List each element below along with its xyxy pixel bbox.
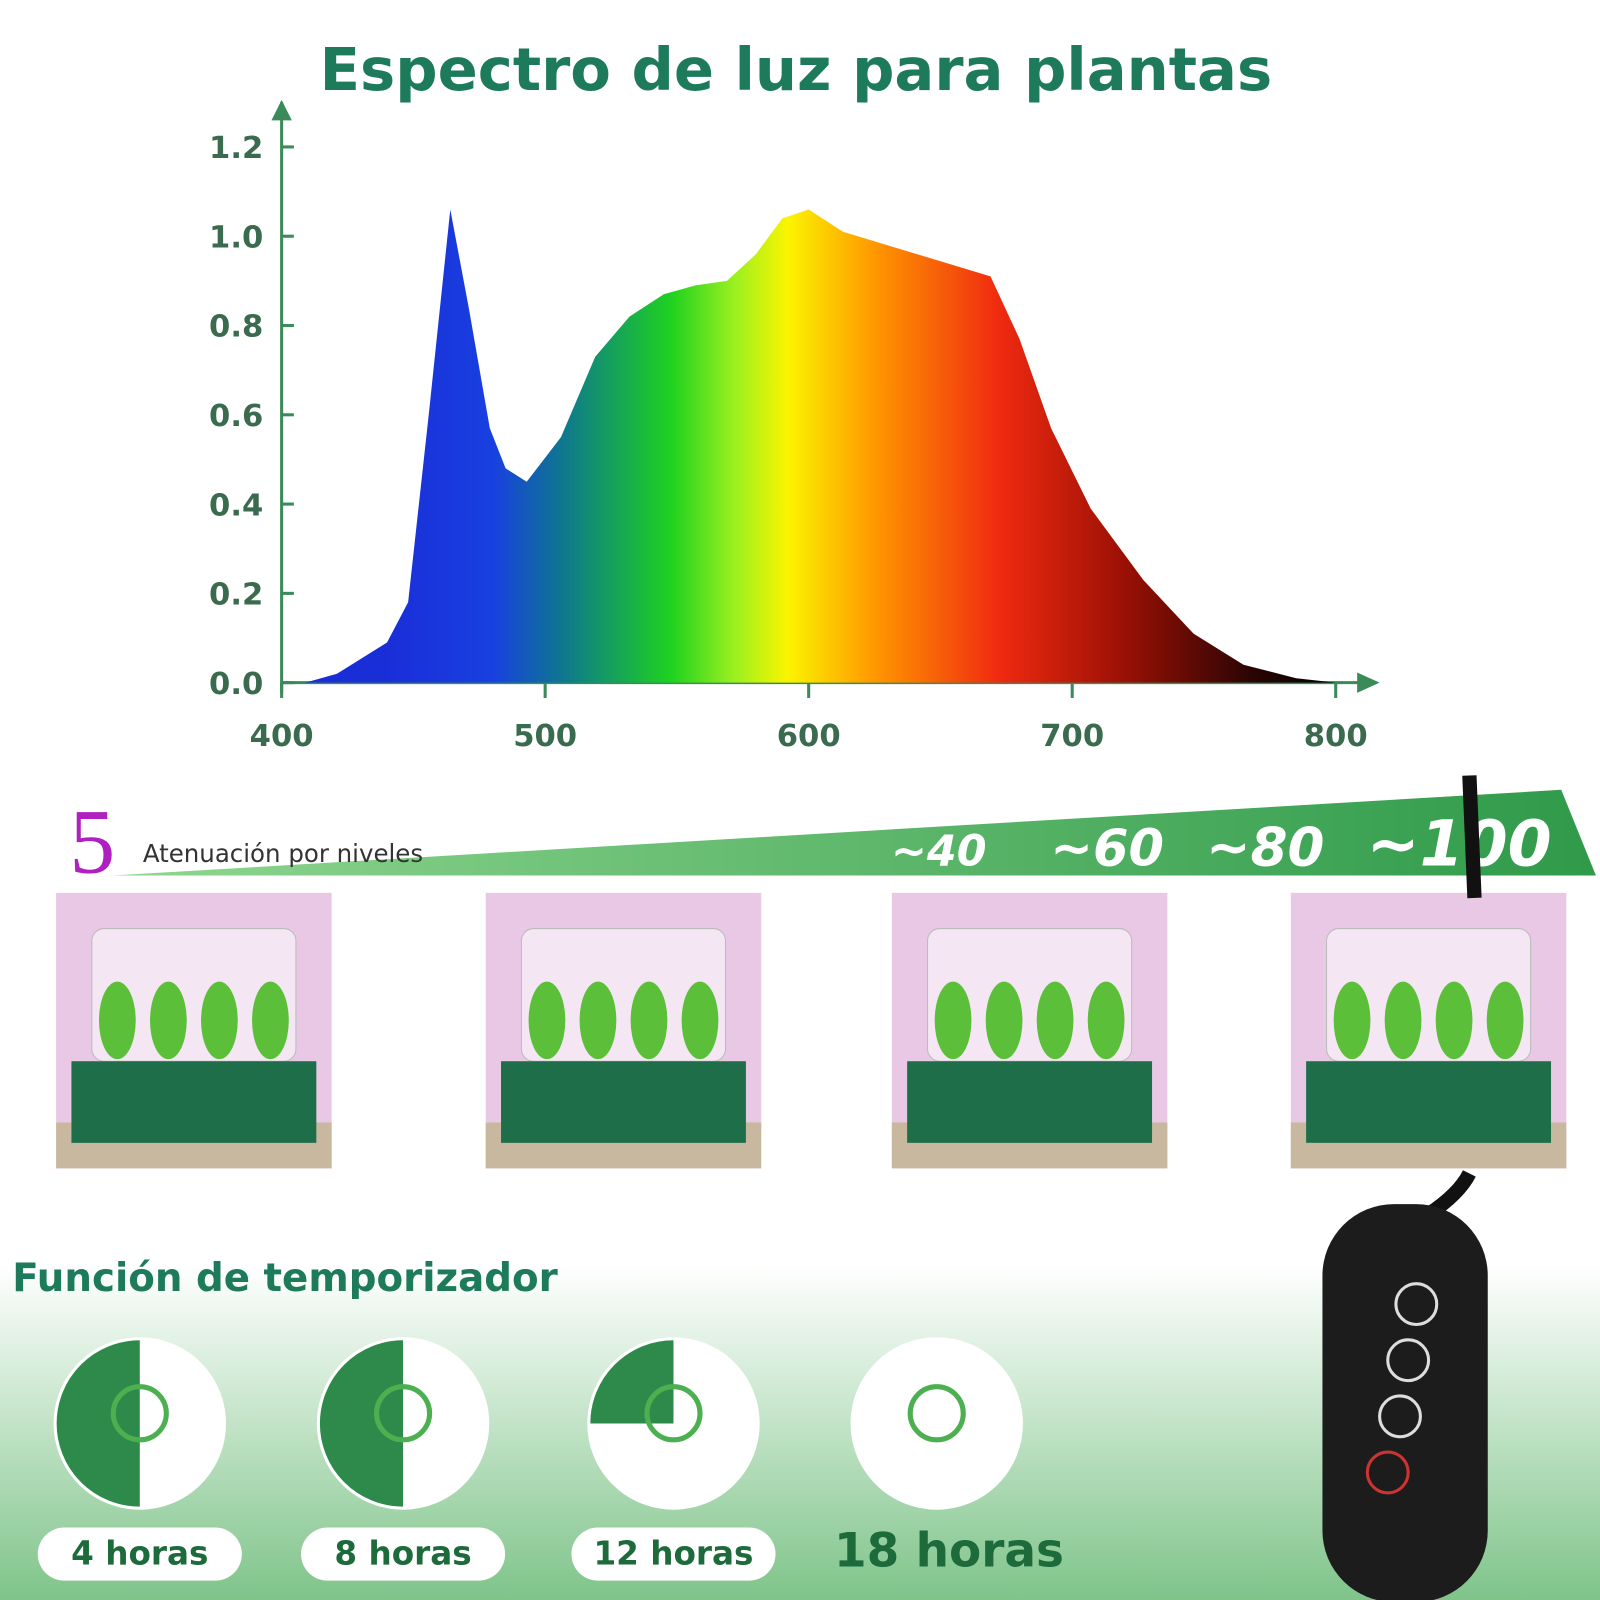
timer-dial xyxy=(850,1337,1023,1510)
seedling xyxy=(1486,981,1524,1060)
label-pill xyxy=(301,1527,506,1581)
seedling xyxy=(252,981,289,1060)
seedling xyxy=(934,981,972,1060)
seedling xyxy=(1036,981,1074,1060)
bulb xyxy=(907,1384,966,1443)
tray xyxy=(71,1061,317,1143)
seedling xyxy=(681,981,719,1060)
timer-label: 8 horas xyxy=(334,1534,471,1572)
dimming-level: ~100 xyxy=(1367,806,1552,880)
seedling xyxy=(528,981,566,1060)
x-tick-label: 500 xyxy=(513,719,577,754)
bulb xyxy=(110,1384,169,1443)
dimming-level: ~60 xyxy=(1050,819,1164,878)
timer-white xyxy=(139,1338,225,1509)
dimming-level: ~80 xyxy=(1206,816,1324,878)
y-tick-label: 0.2 xyxy=(209,578,263,613)
seedling xyxy=(630,981,668,1060)
seedling xyxy=(150,981,187,1060)
timer-white xyxy=(403,1338,488,1509)
timer-label: 4 horas xyxy=(71,1534,208,1572)
seedling xyxy=(1435,981,1473,1060)
x-tick-label: 700 xyxy=(1040,719,1104,754)
tray xyxy=(1306,1061,1552,1143)
seedling xyxy=(201,981,238,1060)
dimming-level: ~40 xyxy=(891,826,987,876)
x-tick-label: 800 xyxy=(1304,719,1368,754)
dimming-label: Atenuación por niveles xyxy=(143,839,423,868)
timer-label: 18 horas xyxy=(834,1523,1064,1578)
dimming-ramp xyxy=(112,789,1596,876)
y-tick-label: 0.6 xyxy=(209,399,263,434)
bulb xyxy=(373,1384,433,1443)
label-pill xyxy=(571,1527,776,1581)
y-tick-label: 0.8 xyxy=(209,310,263,345)
y-tick-label: 1.0 xyxy=(209,220,263,255)
seedling xyxy=(1384,981,1422,1060)
y-tick-label: 0.4 xyxy=(209,488,263,523)
tray xyxy=(907,1061,1153,1143)
x-tick-label: 400 xyxy=(250,719,314,754)
seedling xyxy=(1333,981,1371,1060)
seedling xyxy=(98,981,136,1060)
y-tick-label: 0.0 xyxy=(209,667,263,702)
seedling xyxy=(1087,981,1125,1060)
timer-title: Función de temporizador xyxy=(12,1256,558,1301)
chart-title: Espectro de luz para plantas xyxy=(320,35,1273,104)
bulb xyxy=(644,1384,703,1443)
timer-white xyxy=(588,1338,759,1509)
seedling xyxy=(985,981,1023,1060)
label-pill xyxy=(37,1527,242,1581)
tray xyxy=(501,1061,746,1143)
dimming-number: 5 xyxy=(69,790,115,892)
x-tick-label: 600 xyxy=(777,719,841,754)
spectrum-area xyxy=(305,209,1336,683)
y-tick-label: 1.2 xyxy=(209,131,263,166)
x-arrow xyxy=(1357,672,1380,693)
timer-label: 12 horas xyxy=(593,1534,753,1572)
controller xyxy=(1322,775,1488,1600)
y-arrow xyxy=(271,100,292,121)
seedling xyxy=(579,981,617,1060)
